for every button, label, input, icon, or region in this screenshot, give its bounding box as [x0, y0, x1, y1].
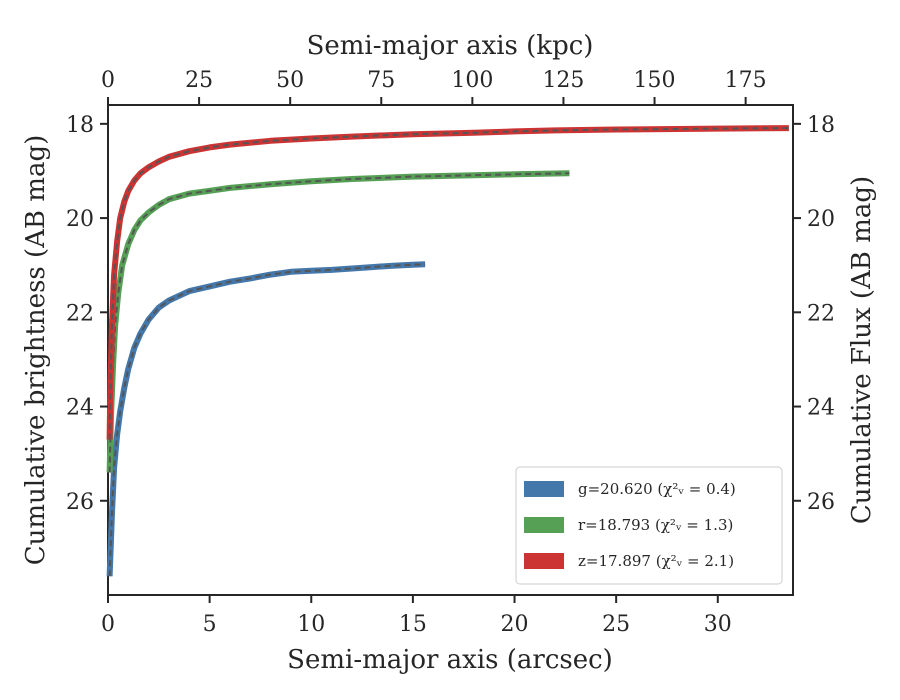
- x-axis-title: Semi-major axis (arcsec): [287, 645, 613, 675]
- y2-axis-title: Cumulative Flux (AB mag): [847, 176, 877, 524]
- y-tick-label: 20: [66, 207, 94, 232]
- y2-tick-label: 24: [807, 396, 835, 421]
- tick-layer: 0 5 10 15 20 25 30 0 25 50 75 100 125 150 175 18 18 20 20 2…: [66, 68, 835, 637]
- model-line-z: [108, 127, 789, 440]
- x2-tick-label: 100: [451, 68, 493, 93]
- x-tick-label: 0: [101, 612, 115, 637]
- x-tick-label: 15: [399, 612, 427, 637]
- x2-tick-label: 175: [725, 68, 767, 93]
- y2-tick-label: 20: [807, 207, 835, 232]
- y-tick-label: 26: [66, 490, 94, 515]
- x2-tick-label: 0: [101, 68, 115, 93]
- legend-box: [515, 466, 783, 585]
- model-line-r: [108, 172, 570, 473]
- x-tick-label: 30: [704, 612, 732, 637]
- y-tick-label: 22: [66, 301, 94, 326]
- x2-tick-label: 25: [185, 68, 213, 93]
- series-layer: [106, 125, 789, 577]
- x2-tick-label: 75: [367, 68, 395, 93]
- legend-swatch-z: [524, 553, 564, 569]
- x-tick-label: 20: [501, 612, 529, 637]
- y2-tick-label: 22: [807, 301, 835, 326]
- legend-label-g: g=20.620 (χ²ᵥ = 0.4): [578, 480, 736, 498]
- model-line-g: [108, 263, 426, 577]
- x-tick-label: 10: [297, 612, 325, 637]
- legend: g=20.620 (χ²ᵥ = 0.4) r=18.793 (χ²ᵥ = 1.3…: [515, 466, 783, 585]
- x-tick-label: 25: [602, 612, 630, 637]
- y-tick-label: 24: [66, 396, 94, 421]
- y2-tick-label: 18: [807, 113, 835, 138]
- x2-axis-title: Semi-major axis (kpc): [307, 31, 594, 61]
- y-tick-label: 18: [66, 113, 94, 138]
- legend-swatch-r: [524, 517, 564, 533]
- legend-label-r: r=18.793 (χ²ᵥ = 1.3): [578, 516, 733, 534]
- x2-tick-label: 150: [634, 68, 676, 93]
- x2-tick-label: 125: [542, 68, 584, 93]
- y2-tick-label: 26: [807, 490, 835, 515]
- x-tick-label: 5: [203, 612, 217, 637]
- legend-swatch-g: [524, 481, 564, 497]
- x2-tick-label: 50: [276, 68, 304, 93]
- y-axis-title: Cumulative brightness (AB mag): [21, 135, 51, 566]
- legend-label-z: z=17.897 (χ²ᵥ = 2.1): [578, 552, 734, 570]
